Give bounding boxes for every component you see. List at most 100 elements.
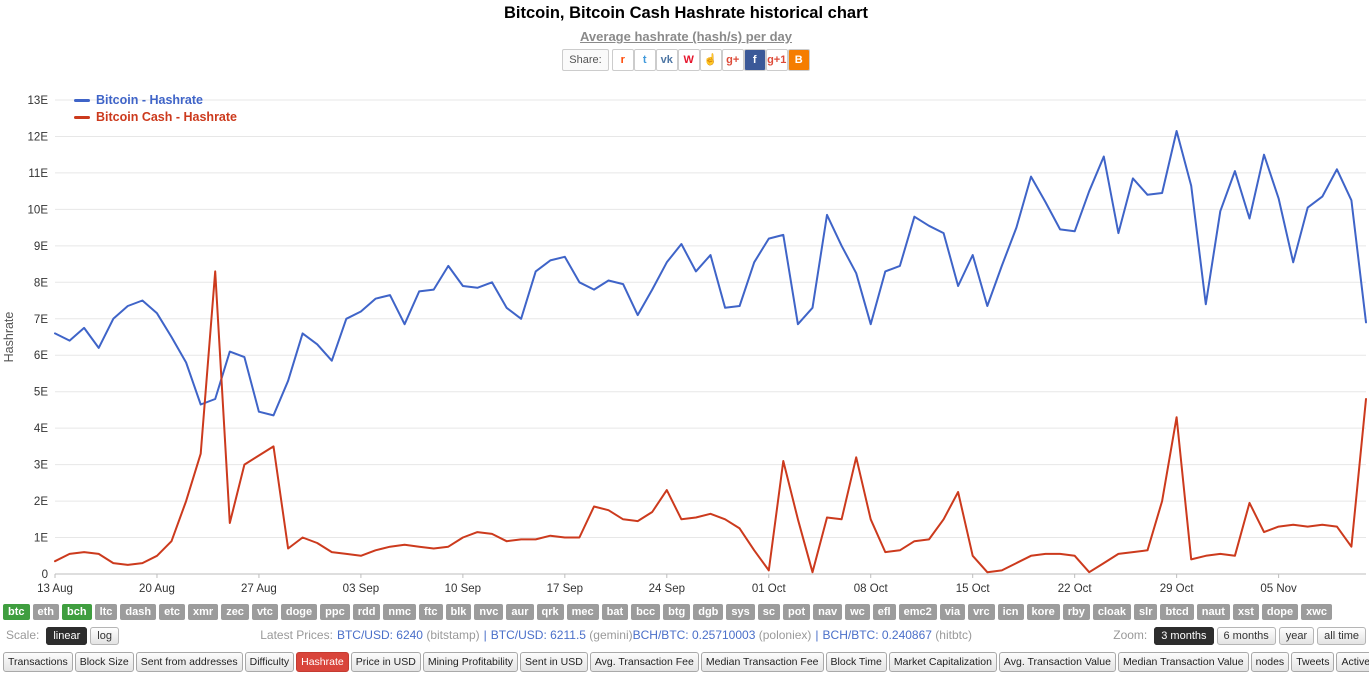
metric-button-sent-in-usd[interactable]: Sent in USD (520, 652, 588, 672)
reddit-icon[interactable]: r (611, 49, 634, 71)
legend-item-bitcoin-hashrate[interactable]: Bitcoin - Hashrate (74, 93, 237, 107)
y-tick-label: 2E (34, 496, 48, 508)
coin-tag-sc[interactable]: sc (757, 604, 781, 620)
metric-button-tweets[interactable]: Tweets (1291, 652, 1335, 672)
x-tick-label: 01 Oct (752, 583, 787, 595)
coin-tag-vtc[interactable]: vtc (251, 604, 278, 620)
share-label: Share: (562, 49, 609, 71)
coin-tag-nav[interactable]: nav (813, 604, 843, 620)
metric-button-market-capitalization[interactable]: Market Capitalization (888, 652, 997, 672)
coin-tag-nmc[interactable]: nmc (383, 604, 417, 620)
coin-tag-dash[interactable]: dash (120, 604, 157, 620)
coin-tag-zec[interactable]: zec (221, 604, 249, 620)
coin-tag-mec[interactable]: mec (566, 604, 599, 620)
vkontakte-icon[interactable]: vk (655, 49, 678, 71)
coin-tag-btg[interactable]: btg (663, 604, 691, 620)
price-pair-link[interactable]: BTC/USD: 6211.5 (490, 628, 586, 642)
blogger-icon[interactable]: B (787, 49, 810, 71)
coin-tag-xst[interactable]: xst (1232, 604, 1259, 620)
latest-prices: Latest Prices: BTC/USD: 6240 (bitstamp) |… (260, 628, 972, 642)
coin-tag-qrk[interactable]: qrk (536, 604, 564, 620)
coin-tag-eth[interactable]: eth (32, 604, 59, 620)
coin-tag-naut[interactable]: naut (1196, 604, 1230, 620)
coin-tag-blk[interactable]: blk (445, 604, 472, 620)
metric-button-sent-from-addresses[interactable]: Sent from addresses (135, 652, 243, 672)
coin-tag-emc2[interactable]: emc2 (898, 604, 937, 620)
chart-subtitle-link[interactable]: Average hashrate (hash/s) per day (580, 29, 792, 44)
series-line-bitcoin-hashrate (54, 130, 1367, 417)
coin-tag-btc[interactable]: btc (3, 604, 30, 620)
y-tick-label: 10E (28, 204, 49, 216)
coin-tag-bcc[interactable]: bcc (631, 604, 661, 620)
legend-item-bitcoin-cash-hashrate[interactable]: Bitcoin Cash - Hashrate (74, 110, 237, 124)
metric-button-avg-transaction-fee[interactable]: Avg. Transaction Fee (589, 652, 699, 672)
twitter-icon[interactable]: t (633, 49, 656, 71)
metric-button-mining-profitability[interactable]: Mining Profitability (422, 652, 519, 672)
coin-tag-pot[interactable]: pot (783, 604, 811, 620)
coin-tag-bat[interactable]: bat (601, 604, 629, 620)
coin-tag-xmr[interactable]: xmr (188, 604, 219, 620)
facebook-icon[interactable]: f (743, 49, 766, 71)
metric-button-hashrate[interactable]: Hashrate (296, 652, 349, 672)
price-separator: | (483, 628, 487, 642)
x-tick-label: 08 Oct (854, 583, 889, 595)
scale-log[interactable]: log (90, 627, 119, 645)
zoom-3-months[interactable]: 3 months (1154, 627, 1214, 645)
coin-tag-kore[interactable]: kore (1026, 604, 1060, 620)
zoom-6-months[interactable]: 6 months (1216, 627, 1276, 645)
price-pair-link[interactable]: BCH/BTC: 0.25710003 (632, 628, 756, 642)
metric-button-active-addresses[interactable]: Active Addresses (1336, 652, 1369, 672)
coin-tag-ftc[interactable]: ftc (419, 604, 443, 620)
coin-tag-nvc[interactable]: nvc (474, 604, 504, 620)
metric-button-difficulty[interactable]: Difficulty (244, 652, 295, 672)
price-pair-link[interactable]: BCH/BTC: 0.240867 (822, 628, 932, 642)
coin-tag-xwc[interactable]: xwc (1301, 604, 1332, 620)
coin-tag-vrc[interactable]: vrc (968, 604, 995, 620)
coin-tag-aur[interactable]: aur (506, 604, 534, 620)
metric-button-block-time[interactable]: Block Time (825, 652, 887, 672)
coin-tag-btcd[interactable]: btcd (1160, 604, 1194, 620)
coin-tag-ltc[interactable]: ltc (94, 604, 118, 620)
metric-button-nodes[interactable]: nodes (1250, 652, 1290, 672)
metric-button-price-in-usd[interactable]: Price in USD (350, 652, 421, 672)
coin-tag-slr[interactable]: slr (1134, 604, 1158, 620)
metric-button-avg-transaction-value[interactable]: Avg. Transaction Value (998, 652, 1116, 672)
controls-bar: Scale: linear log Latest Prices: BTC/USD:… (0, 627, 1372, 645)
coin-tag-rby[interactable]: rby (1062, 604, 1090, 620)
metric-button-median-transaction-fee[interactable]: Median Transaction Fee (700, 652, 824, 672)
scale-linear[interactable]: linear (46, 627, 88, 645)
legend-line-sample (74, 98, 90, 102)
coin-tag-dgb[interactable]: dgb (693, 604, 724, 620)
metric-button-block-size[interactable]: Block Size (74, 652, 134, 672)
metric-button-transactions[interactable]: Transactions (3, 652, 73, 672)
y-tick-label: 0 (42, 569, 48, 581)
coin-tag-ppc[interactable]: ppc (320, 604, 350, 620)
price-quote-poloniex: BCH/BTC: 0.25710003 (poloniex) (633, 628, 812, 642)
weibo-icon[interactable]: W (677, 49, 700, 71)
price-quote-hitbtc: BCH/BTC: 0.240867 (hitbtc) (823, 628, 972, 642)
thumbs-up-icon[interactable]: ☝ (699, 49, 722, 71)
metric-button-median-transaction-value[interactable]: Median Transaction Value (1117, 652, 1249, 672)
coin-tag-efl[interactable]: efl (872, 604, 896, 620)
zoom-controls: Zoom: 3 months 6 months year all time (1113, 627, 1366, 645)
zoom-year[interactable]: year (1278, 627, 1315, 645)
coin-tag-etc[interactable]: etc (159, 604, 185, 620)
coin-tag-bch[interactable]: bch (62, 604, 92, 620)
zoom-all-time[interactable]: all time (1317, 627, 1366, 645)
coin-tag-cloak[interactable]: cloak (1092, 604, 1132, 620)
coin-tag-icn[interactable]: icn (997, 604, 1024, 620)
price-exchange: (gemini) (585, 628, 633, 642)
google-plus-icon[interactable]: g+ (721, 49, 744, 71)
legend-label: Bitcoin Cash - Hashrate (96, 110, 238, 124)
coin-tag-sys[interactable]: sys (726, 604, 755, 620)
google-plus-one-icon[interactable]: g+1 (765, 49, 788, 71)
y-tick-label: 7E (34, 314, 48, 326)
coin-tag-doge[interactable]: doge (280, 604, 318, 620)
price-pair-link[interactable]: BTC/USD: 6240 (336, 628, 423, 642)
coin-tag-dope[interactable]: dope (1261, 604, 1299, 620)
coin-tag-rdd[interactable]: rdd (352, 604, 381, 620)
price-exchange: (poloniex) (755, 628, 812, 642)
coin-tag-wc[interactable]: wc (845, 604, 870, 620)
coin-tag-via[interactable]: via (939, 604, 966, 620)
y-tick-label: 6E (34, 350, 48, 362)
